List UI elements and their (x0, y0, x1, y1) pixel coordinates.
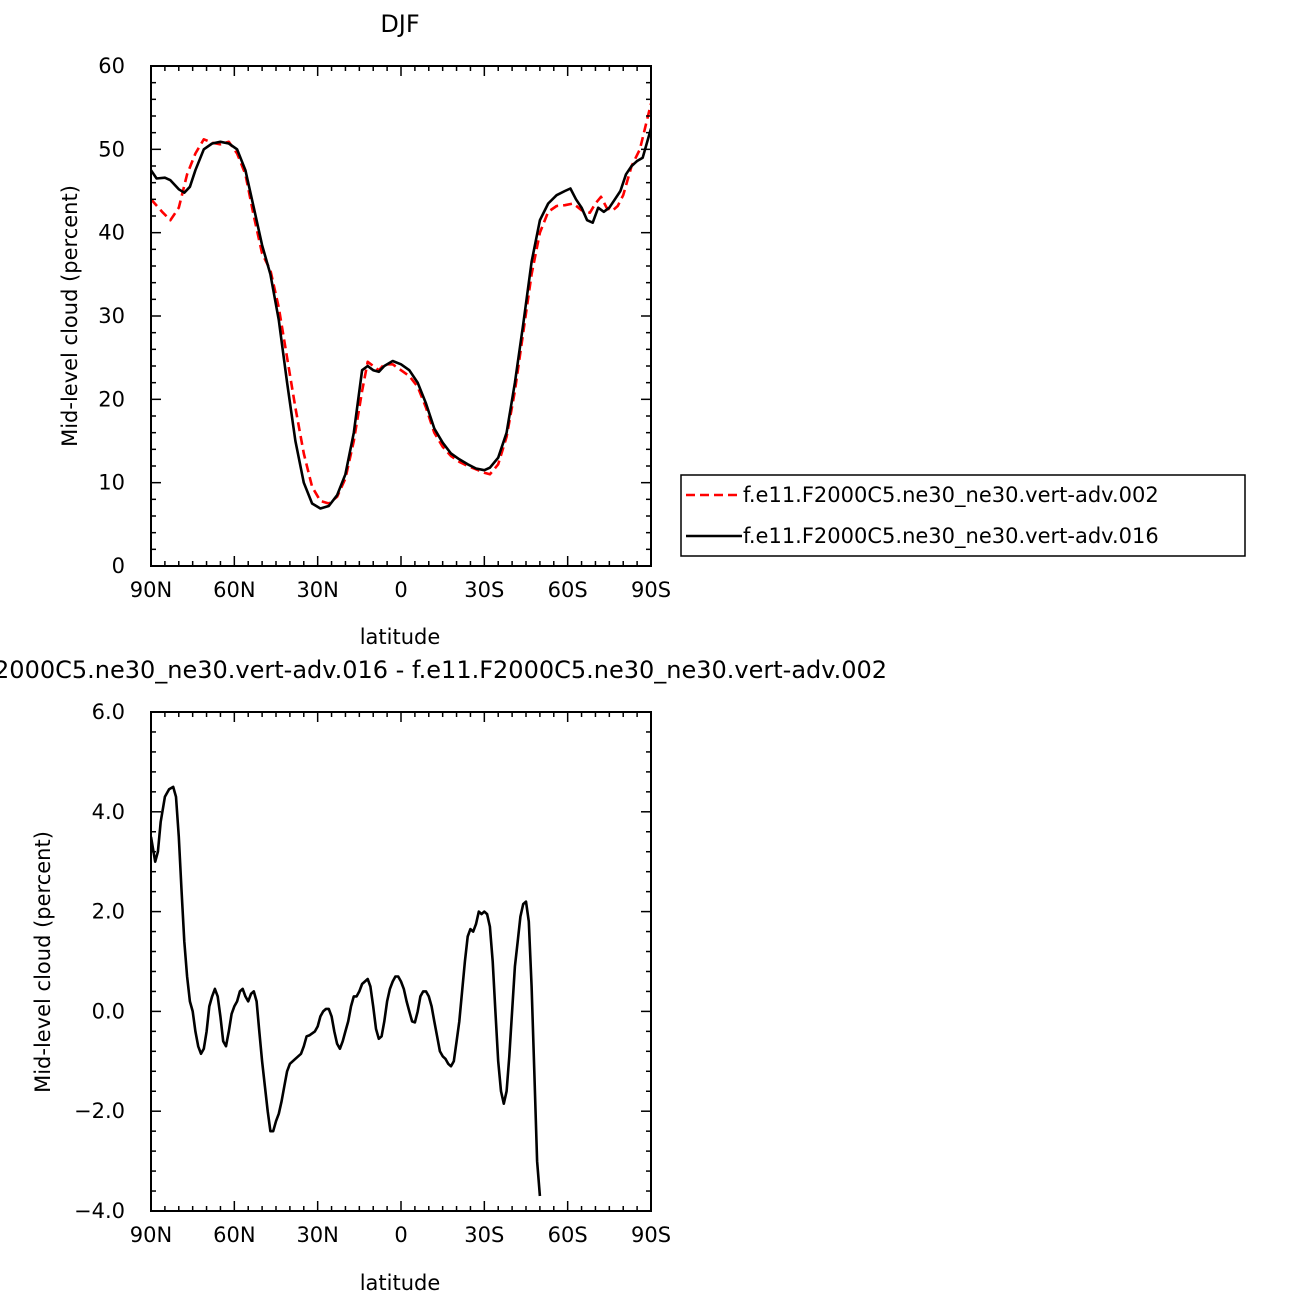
y-tick-label: −4.0 (74, 1199, 125, 1223)
y-tick-label: 40 (98, 221, 125, 245)
top-chart-panel: DJF Mid-level cloud (percent) latitude 9… (58, 10, 671, 649)
legend-item-label: f.e11.F2000C5.ne30_ne30.vert-adv.002 (743, 483, 1159, 508)
series-group (151, 785, 542, 1197)
y-tick-label: −2.0 (74, 1099, 125, 1123)
x-tick-label: 60S (548, 1223, 588, 1247)
bottom-chart-panel: f.e11.F2000C5.ne30_ne30.vert-adv.016 - f… (0, 656, 887, 1295)
series-line-solid (151, 785, 542, 1197)
x-tick-label: 30N (296, 578, 338, 602)
y-tick-label: 30 (98, 304, 125, 328)
y-tick-label: 4.0 (92, 800, 125, 824)
y-tick-label: 20 (98, 387, 125, 411)
plot-frame (150, 65, 652, 567)
x-tick-label: 60N (213, 578, 255, 602)
legend-box (680, 474, 1246, 557)
chart-title: f.e11.F2000C5.ne30_ne30.vert-adv.016 - f… (0, 656, 887, 684)
y-axis-label: Mid-level cloud (percent) (58, 185, 82, 447)
legend-item-label: f.e11.F2000C5.ne30_ne30.vert-adv.016 (743, 524, 1159, 549)
x-tick-label: 60N (213, 1223, 255, 1247)
x-tick-label: 30N (296, 1223, 338, 1247)
series-line-dashed (151, 103, 651, 505)
x-axis-label: latitude (360, 1271, 441, 1295)
series-line-solid (151, 128, 651, 510)
y-tick-label: 0.0 (92, 999, 125, 1023)
legend: f.e11.F2000C5.ne30_ne30.vert-adv.002 f.e… (680, 474, 1246, 557)
x-tick-label: 90S (631, 1223, 671, 1247)
x-tick-label: 30S (464, 1223, 504, 1247)
y-axis-label: Mid-level cloud (percent) (31, 831, 55, 1093)
y-tick-label: 10 (98, 471, 125, 495)
x-tick-label: 90N (130, 578, 172, 602)
x-tick-label: 60S (548, 578, 588, 602)
x-tick-label: 90S (631, 578, 671, 602)
plot-frame (150, 711, 652, 1212)
y-tick-label: 6.0 (92, 700, 125, 724)
series-group (151, 103, 651, 510)
x-tick-label: 0 (394, 578, 407, 602)
y-tick-label: 50 (98, 137, 125, 161)
y-tick-label: 0 (112, 554, 125, 578)
x-tick-label: 90N (130, 1223, 172, 1247)
x-tick-label: 0 (394, 1223, 407, 1247)
y-tick-label: 60 (98, 54, 125, 78)
y-tick-label: 2.0 (92, 900, 125, 924)
x-tick-label: 30S (464, 578, 504, 602)
chart-title: DJF (380, 10, 419, 38)
x-axis-label: latitude (360, 625, 441, 649)
